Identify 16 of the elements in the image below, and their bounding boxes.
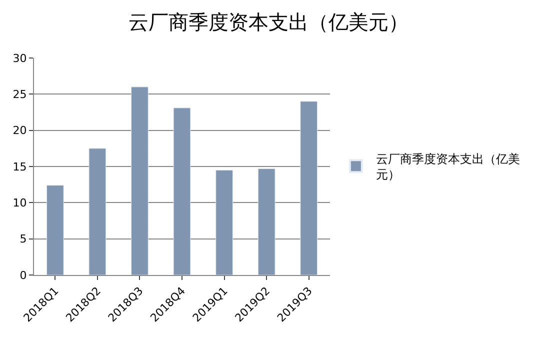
bar xyxy=(46,185,64,275)
y-tick-label: 0 xyxy=(20,268,27,282)
bar xyxy=(88,148,106,275)
chart-title: 云厂商季度资本支出（亿美元） xyxy=(128,10,408,34)
bar xyxy=(300,101,318,275)
y-tick-label: 10 xyxy=(12,196,27,210)
legend-label: 云厂商季度资本支出（亿美元） xyxy=(376,152,520,182)
bar xyxy=(216,170,233,275)
y-tick-label: 20 xyxy=(12,124,27,138)
bar xyxy=(131,86,148,275)
bar xyxy=(258,168,276,275)
y-tick-label: 15 xyxy=(12,160,27,174)
y-tick-label: 5 xyxy=(20,232,27,246)
y-tick-label: 25 xyxy=(12,88,27,102)
bar xyxy=(173,108,191,275)
y-tick-label: 30 xyxy=(12,52,27,65)
